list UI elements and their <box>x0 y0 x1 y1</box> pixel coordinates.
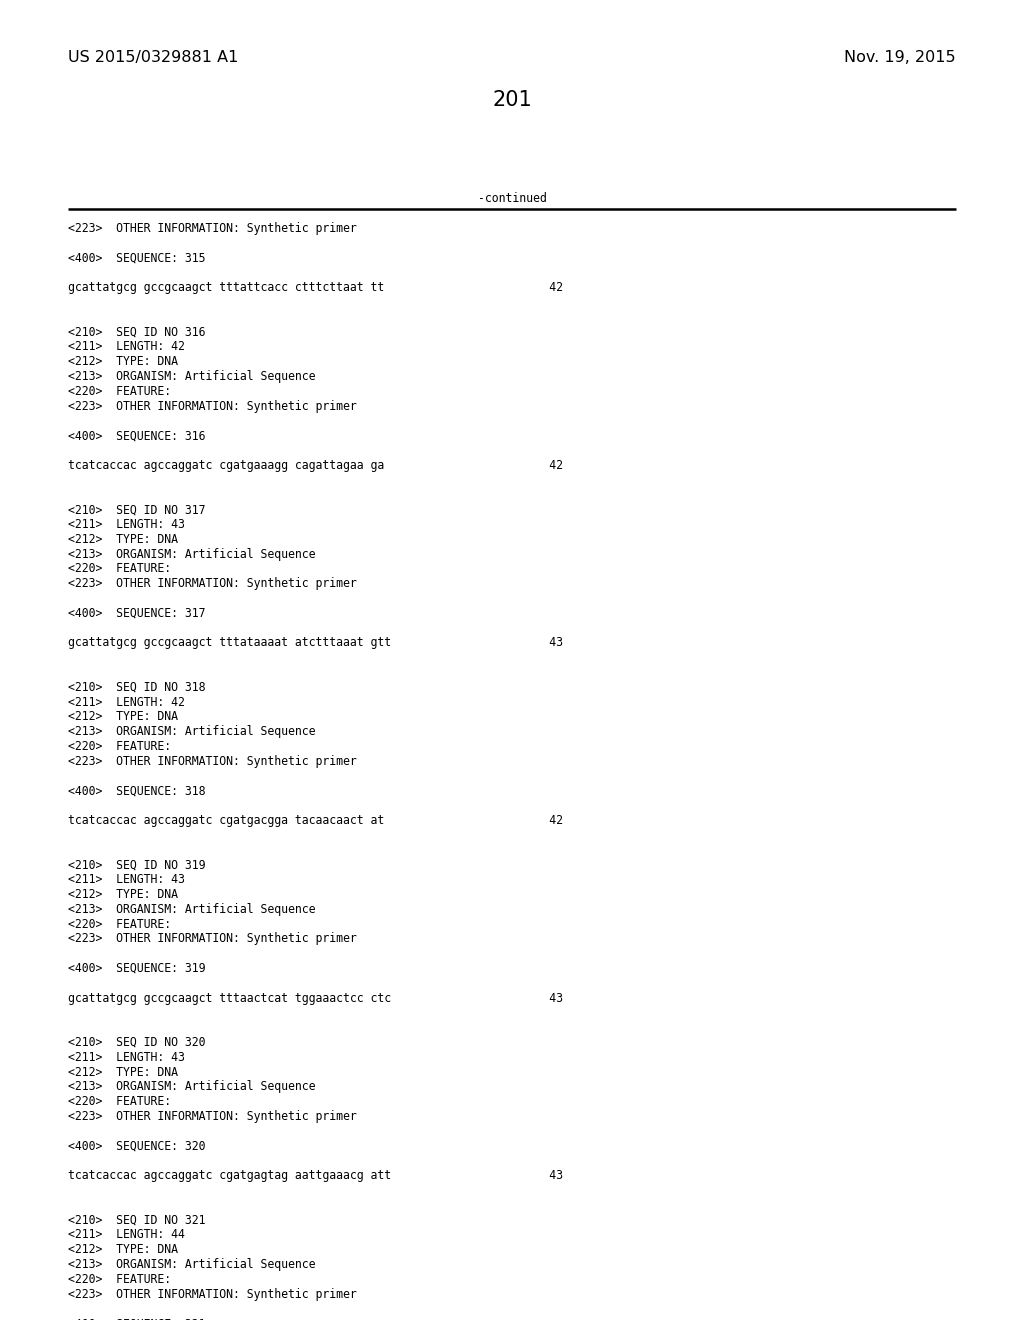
Text: <211>  LENGTH: 42: <211> LENGTH: 42 <box>68 341 185 354</box>
Text: -continued: -continued <box>477 191 547 205</box>
Text: <400>  SEQUENCE: 319: <400> SEQUENCE: 319 <box>68 962 206 975</box>
Text: <223>  OTHER INFORMATION: Synthetic primer: <223> OTHER INFORMATION: Synthetic prime… <box>68 755 356 768</box>
Text: <210>  SEQ ID NO 321: <210> SEQ ID NO 321 <box>68 1213 206 1226</box>
Text: <223>  OTHER INFORMATION: Synthetic primer: <223> OTHER INFORMATION: Synthetic prime… <box>68 400 356 413</box>
Text: <212>  TYPE: DNA: <212> TYPE: DNA <box>68 710 178 723</box>
Text: gcattatgcg gccgcaagct tttataaaat atctttaaat gtt                       43: gcattatgcg gccgcaagct tttataaaat atcttta… <box>68 636 563 649</box>
Text: <400>  SEQUENCE: 315: <400> SEQUENCE: 315 <box>68 252 206 264</box>
Text: <210>  SEQ ID NO 320: <210> SEQ ID NO 320 <box>68 1036 206 1049</box>
Text: <213>  ORGANISM: Artificial Sequence: <213> ORGANISM: Artificial Sequence <box>68 725 315 738</box>
Text: US 2015/0329881 A1: US 2015/0329881 A1 <box>68 50 239 65</box>
Text: <220>  FEATURE:: <220> FEATURE: <box>68 385 171 397</box>
Text: 201: 201 <box>493 90 531 110</box>
Text: <211>  LENGTH: 43: <211> LENGTH: 43 <box>68 517 185 531</box>
Text: <223>  OTHER INFORMATION: Synthetic primer: <223> OTHER INFORMATION: Synthetic prime… <box>68 577 356 590</box>
Text: <211>  LENGTH: 42: <211> LENGTH: 42 <box>68 696 185 709</box>
Text: <220>  FEATURE:: <220> FEATURE: <box>68 741 171 752</box>
Text: <223>  OTHER INFORMATION: Synthetic primer: <223> OTHER INFORMATION: Synthetic prime… <box>68 1110 356 1123</box>
Text: <213>  ORGANISM: Artificial Sequence: <213> ORGANISM: Artificial Sequence <box>68 1258 315 1271</box>
Text: <400>  SEQUENCE: 321: <400> SEQUENCE: 321 <box>68 1317 206 1320</box>
Text: <210>  SEQ ID NO 317: <210> SEQ ID NO 317 <box>68 503 206 516</box>
Text: <220>  FEATURE:: <220> FEATURE: <box>68 1096 171 1109</box>
Text: <400>  SEQUENCE: 320: <400> SEQUENCE: 320 <box>68 1139 206 1152</box>
Text: gcattatgcg gccgcaagct tttaactcat tggaaactcc ctc                       43: gcattatgcg gccgcaagct tttaactcat tggaaac… <box>68 991 563 1005</box>
Text: <213>  ORGANISM: Artificial Sequence: <213> ORGANISM: Artificial Sequence <box>68 903 315 916</box>
Text: <212>  TYPE: DNA: <212> TYPE: DNA <box>68 1065 178 1078</box>
Text: <211>  LENGTH: 43: <211> LENGTH: 43 <box>68 874 185 886</box>
Text: <400>  SEQUENCE: 316: <400> SEQUENCE: 316 <box>68 429 206 442</box>
Text: tcatcaccac agccaggatc cgatgaaagg cagattagaa ga                        42: tcatcaccac agccaggatc cgatgaaagg cagatta… <box>68 459 563 471</box>
Text: <212>  TYPE: DNA: <212> TYPE: DNA <box>68 533 178 545</box>
Text: <211>  LENGTH: 44: <211> LENGTH: 44 <box>68 1229 185 1241</box>
Text: <220>  FEATURE:: <220> FEATURE: <box>68 1272 171 1286</box>
Text: <211>  LENGTH: 43: <211> LENGTH: 43 <box>68 1051 185 1064</box>
Text: gcattatgcg gccgcaagct tttattcacc ctttcttaat tt                        42: gcattatgcg gccgcaagct tttattcacc ctttctt… <box>68 281 563 294</box>
Text: <223>  OTHER INFORMATION: Synthetic primer: <223> OTHER INFORMATION: Synthetic prime… <box>68 1287 356 1300</box>
Text: <213>  ORGANISM: Artificial Sequence: <213> ORGANISM: Artificial Sequence <box>68 548 315 561</box>
Text: tcatcaccac agccaggatc cgatgagtag aattgaaacg att                       43: tcatcaccac agccaggatc cgatgagtag aattgaa… <box>68 1170 563 1183</box>
Text: <400>  SEQUENCE: 317: <400> SEQUENCE: 317 <box>68 607 206 620</box>
Text: <210>  SEQ ID NO 316: <210> SEQ ID NO 316 <box>68 326 206 339</box>
Text: <223>  OTHER INFORMATION: Synthetic primer: <223> OTHER INFORMATION: Synthetic prime… <box>68 222 356 235</box>
Text: <223>  OTHER INFORMATION: Synthetic primer: <223> OTHER INFORMATION: Synthetic prime… <box>68 932 356 945</box>
Text: <210>  SEQ ID NO 318: <210> SEQ ID NO 318 <box>68 681 206 694</box>
Text: Nov. 19, 2015: Nov. 19, 2015 <box>845 50 956 65</box>
Text: <212>  TYPE: DNA: <212> TYPE: DNA <box>68 1243 178 1257</box>
Text: <213>  ORGANISM: Artificial Sequence: <213> ORGANISM: Artificial Sequence <box>68 1080 315 1093</box>
Text: tcatcaccac agccaggatc cgatgacgga tacaacaact at                        42: tcatcaccac agccaggatc cgatgacgga tacaaca… <box>68 814 563 828</box>
Text: <220>  FEATURE:: <220> FEATURE: <box>68 917 171 931</box>
Text: <212>  TYPE: DNA: <212> TYPE: DNA <box>68 888 178 902</box>
Text: <212>  TYPE: DNA: <212> TYPE: DNA <box>68 355 178 368</box>
Text: <400>  SEQUENCE: 318: <400> SEQUENCE: 318 <box>68 784 206 797</box>
Text: <220>  FEATURE:: <220> FEATURE: <box>68 562 171 576</box>
Text: <213>  ORGANISM: Artificial Sequence: <213> ORGANISM: Artificial Sequence <box>68 370 315 383</box>
Text: <210>  SEQ ID NO 319: <210> SEQ ID NO 319 <box>68 858 206 871</box>
